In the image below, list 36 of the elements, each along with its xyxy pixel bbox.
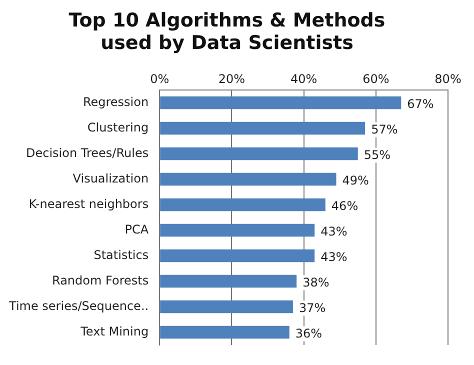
y-tick-label: Decision Trees/Rules <box>26 146 149 160</box>
bar <box>160 224 315 237</box>
y-tick-label: Regression <box>82 94 149 109</box>
data-label: 67% <box>407 96 434 111</box>
data-label: 46% <box>331 198 358 213</box>
bar <box>160 122 366 135</box>
y-tick-label: PCA <box>124 222 150 236</box>
data-label: 43% <box>320 224 348 238</box>
data-label: 57% <box>371 122 398 136</box>
x-tick-label: 40% <box>290 72 318 86</box>
data-label: 55% <box>364 148 391 162</box>
data-label: 43% <box>320 250 348 264</box>
chart-title: Top 10 Algorithms & Methods used by Data Scientists <box>68 9 386 54</box>
x-tick-label: 60% <box>362 72 390 86</box>
bar <box>160 249 315 262</box>
data-label: 38% <box>302 275 330 290</box>
bar <box>160 147 358 160</box>
y-tick-label: K-nearest neighbors <box>28 196 149 211</box>
data-label: 49% <box>342 173 369 188</box>
bar <box>160 198 326 212</box>
y-tick-label: Visualization <box>72 171 149 186</box>
x-tick-label: 80% <box>434 72 462 86</box>
y-tick-label: Statistics <box>94 248 149 262</box>
y-tick-label: Text Mining <box>80 324 149 338</box>
bar <box>160 172 336 186</box>
x-tick-label: 20% <box>218 72 246 86</box>
bar <box>160 96 402 110</box>
y-tick-label: Time series/Sequence.. <box>8 298 149 313</box>
bar <box>160 300 293 314</box>
y-tick-label: Random Forests <box>52 273 149 288</box>
bar <box>160 326 290 339</box>
bar <box>160 274 297 288</box>
x-tick-label: 0% <box>150 72 170 86</box>
data-label: 37% <box>298 300 326 315</box>
y-tick-label: Clustering <box>87 120 149 134</box>
data-label: 36% <box>295 326 322 340</box>
